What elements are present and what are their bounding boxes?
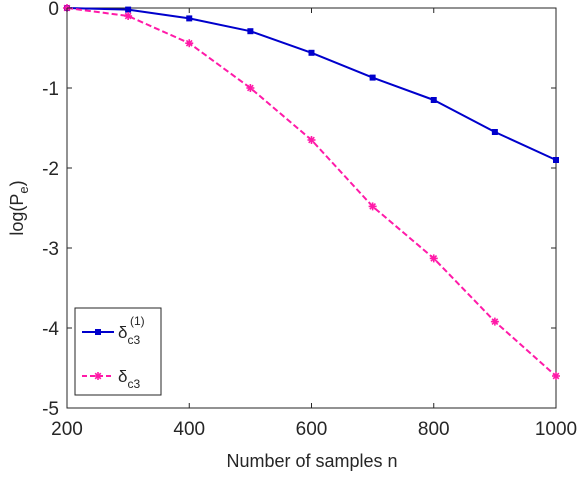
tick-layer: 200 400 600 800 1000 0 -1 -2 -3 -4 -5 — [42, 0, 577, 440]
y-tick-label: -2 — [42, 159, 59, 180]
series-1-point — [247, 28, 254, 35]
legend-box — [74, 307, 162, 396]
legend: δc3(1) δc3 — [74, 307, 162, 396]
legend-label-series-2-main: δ — [118, 367, 127, 386]
series-2-point — [490, 317, 499, 326]
y-axis-title-sub: e — [16, 186, 31, 193]
series-1-point — [430, 97, 437, 103]
legend-label-series-1-sup: (1) — [130, 314, 145, 328]
series-1-point — [125, 6, 132, 13]
legend-label-series-2: δc3 — [118, 367, 140, 391]
y-axis-title-close: ) — [7, 180, 27, 186]
legend-marker-series-1 — [95, 329, 101, 335]
series-1-point — [369, 74, 376, 81]
x-tick-label: 200 — [51, 419, 83, 440]
legend-entry-series-1: δc3 (1) — [82, 314, 145, 347]
series-2 — [63, 4, 560, 380]
legend-label-series-1-main: δ — [118, 323, 127, 342]
legend-label-series-2-sub: c3 — [127, 377, 140, 391]
series-1-point — [186, 15, 193, 22]
legend-label-series-1-sub: c3 — [127, 333, 140, 347]
series-2-point — [185, 39, 194, 48]
y-tick-label: -1 — [42, 79, 59, 100]
x-tick-label: 400 — [173, 419, 205, 440]
y-tick-label: -3 — [42, 239, 59, 260]
y-axis-title: log(Pe) — [7, 180, 31, 235]
series-layer — [63, 4, 560, 380]
series-1-point — [553, 157, 559, 163]
x-tick-label: 600 — [296, 419, 328, 440]
legend-marker-series-2 — [94, 372, 102, 380]
series-1-point — [308, 49, 315, 56]
legend-entry-series-2: δc3 — [82, 367, 140, 391]
series-2-point — [368, 202, 377, 211]
series-2-point — [246, 84, 255, 92]
series-1-point — [491, 129, 498, 135]
x-axis-title: Number of samples n — [226, 451, 397, 471]
series-2-point — [124, 12, 133, 20]
series-2-point — [552, 372, 560, 380]
series-2-point — [429, 254, 438, 263]
x-tick-label: 800 — [418, 419, 450, 440]
series-2-point — [307, 136, 316, 144]
x-tick-label: 1000 — [535, 419, 577, 440]
legend-label-series-1: δc3 (1) — [118, 314, 145, 347]
y-tick-label: 0 — [48, 0, 59, 20]
y-tick-label: -4 — [42, 319, 59, 340]
y-tick-label: -5 — [42, 399, 59, 420]
y-axis-title-main: log(P — [7, 194, 27, 236]
